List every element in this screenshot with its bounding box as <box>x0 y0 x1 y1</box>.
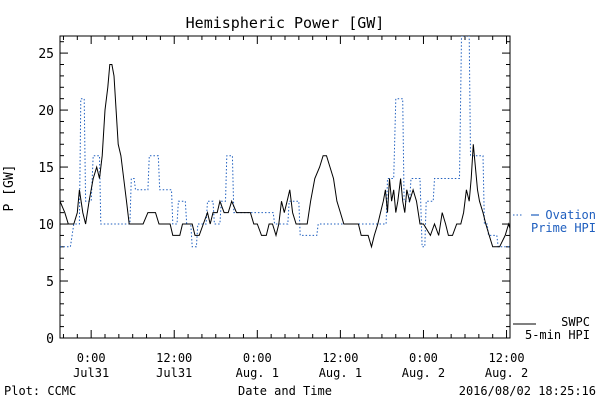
legend-ovation-line1: Ovation <box>545 208 596 222</box>
legend-swpc-line2: 5-min HPI <box>525 328 590 342</box>
y-tick-label: 15 <box>38 161 54 176</box>
x-tick-label: 0:00 <box>77 351 106 365</box>
x-tick-date-label: Aug. 2 <box>402 366 445 380</box>
x-axis-label: Date and Time <box>238 384 332 398</box>
x-tick-date-label: Jul31 <box>73 366 109 380</box>
y-tick-label: 10 <box>38 218 54 233</box>
y-axis-label: P [GW] <box>2 165 17 212</box>
x-tick-date-label: Aug. 2 <box>485 366 528 380</box>
plot-credit: Plot: CCMC <box>4 384 76 398</box>
x-tick-date-label: Aug. 1 <box>319 366 362 380</box>
legend-swpc-line1: SWPC <box>561 315 590 329</box>
y-tick-label: 0 <box>46 332 54 347</box>
plot-timestamp: 2016/08/02 18:25:16 <box>459 384 596 398</box>
y-tick-label: 5 <box>46 275 54 290</box>
y-axis: 0 5 10 15 20 25 <box>38 42 510 347</box>
series-line-ovation-prime-hpi <box>60 36 545 247</box>
x-tick-label: 12:00 <box>322 351 358 365</box>
legend-ovation-line2: Prime HPI <box>531 221 596 235</box>
chart-title: Hemispheric Power [GW] <box>186 14 385 32</box>
x-tick-date-label: Jul31 <box>156 366 192 380</box>
x-tick-label: 12:00 <box>488 351 524 365</box>
series-layer <box>60 36 545 247</box>
x-tick-label: 0:00 <box>243 351 272 365</box>
hemispheric-power-chart: Hemispheric Power [GW] 0510152025 0:00Ju… <box>0 0 600 400</box>
x-tick-date-label: Aug. 1 <box>236 366 279 380</box>
y-tick-label: 20 <box>38 104 54 119</box>
plot-frame <box>60 36 510 338</box>
x-tick-label: 12:00 <box>156 351 192 365</box>
legend: Ovation Prime HPI SWPC 5-min HPI <box>513 208 596 342</box>
y-tick-label: 25 <box>38 47 54 62</box>
series-line-swpc-hpi <box>60 65 545 247</box>
x-tick-label: 0:00 <box>409 351 438 365</box>
